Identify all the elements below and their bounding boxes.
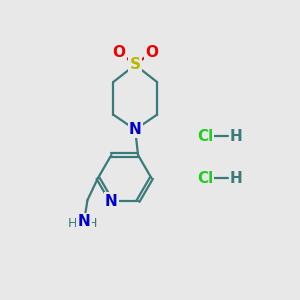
- Text: H: H: [230, 129, 243, 144]
- Text: H: H: [68, 217, 77, 230]
- Text: Cl: Cl: [197, 171, 213, 186]
- Text: O: O: [145, 45, 158, 60]
- Text: N: N: [129, 122, 142, 137]
- Text: N: N: [78, 214, 90, 230]
- Text: S: S: [130, 57, 141, 72]
- Text: Cl: Cl: [197, 129, 213, 144]
- Text: O: O: [112, 45, 125, 60]
- Text: H: H: [230, 171, 243, 186]
- Text: N: N: [105, 194, 118, 208]
- Text: H: H: [88, 217, 98, 230]
